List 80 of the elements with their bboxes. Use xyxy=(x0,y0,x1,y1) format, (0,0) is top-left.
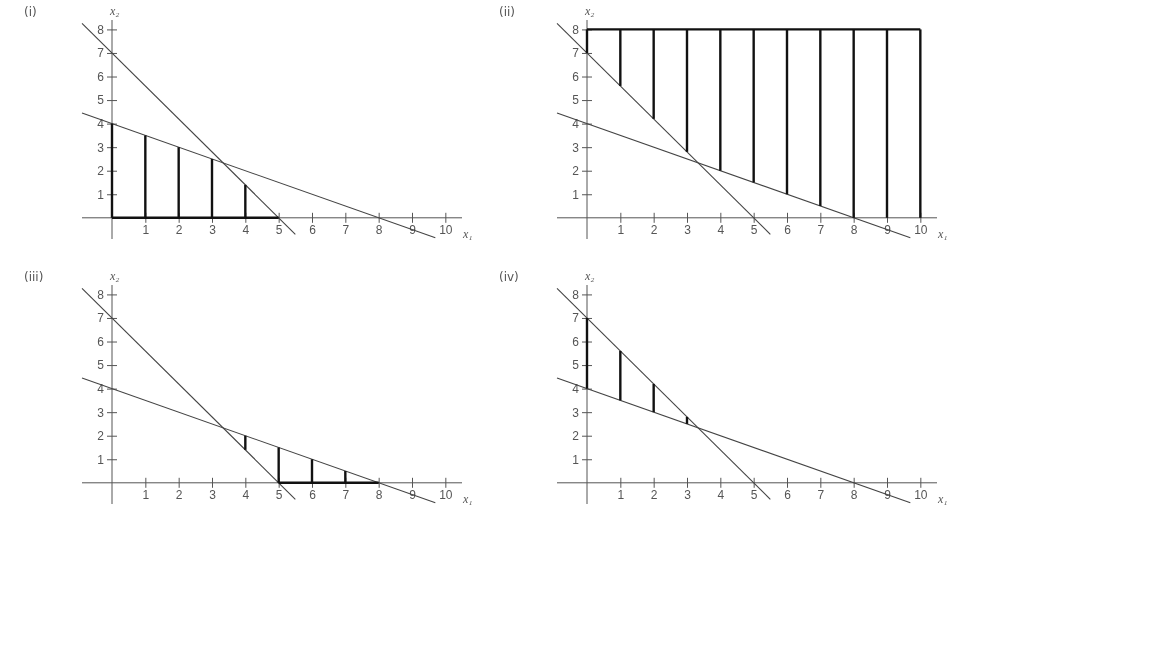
x-tick-label: 7 xyxy=(342,488,350,503)
y-tick-label: 5 xyxy=(97,93,105,108)
x-tick-label: 5 xyxy=(275,223,283,238)
x-tick-label: 4 xyxy=(717,488,725,503)
x-tick-label: 10 xyxy=(439,488,453,503)
y-tick-label: 8 xyxy=(572,22,580,37)
y-tick-label: 8 xyxy=(97,22,105,37)
y-tick-label: 5 xyxy=(97,358,105,373)
x-axis-title: x₁ xyxy=(462,226,473,241)
x-tick-label: 2 xyxy=(175,223,183,238)
x-tick-label: 7 xyxy=(817,223,825,238)
x-tick-label: 2 xyxy=(650,223,658,238)
y-tick-label: 2 xyxy=(97,429,105,444)
x-tick-label: 6 xyxy=(784,488,792,503)
chart-title: (iv) xyxy=(499,270,519,284)
y-axis-title: x₂ xyxy=(109,269,120,283)
x-tick-label: 4 xyxy=(242,223,250,238)
x-tick-label: 1 xyxy=(617,223,625,238)
x-tick-label: 5 xyxy=(275,488,283,503)
x-tick-label: 10 xyxy=(439,223,453,238)
y-tick-label: 4 xyxy=(97,116,105,131)
x-tick-label: 3 xyxy=(209,223,217,238)
x-tick-label: 4 xyxy=(242,488,250,503)
y-tick-label: 6 xyxy=(572,334,580,349)
y-axis-title: x₂ xyxy=(109,4,120,18)
y-tick-label: 7 xyxy=(572,311,580,326)
x-tick-label: 10 xyxy=(914,488,928,503)
x-tick-label: 8 xyxy=(850,223,858,238)
x-axis-title: x₁ xyxy=(462,491,473,506)
y-tick-label: 3 xyxy=(97,140,105,155)
y-tick-label: 3 xyxy=(572,405,580,420)
x-tick-label: 1 xyxy=(617,488,625,503)
y-tick-label: 1 xyxy=(572,452,580,467)
y-tick-label: 2 xyxy=(572,164,580,179)
y-tick-label: 5 xyxy=(572,93,580,108)
x-tick-label: 2 xyxy=(175,488,183,503)
y-tick-label: 4 xyxy=(572,116,580,131)
x-tick-label: 8 xyxy=(375,223,383,238)
x-tick-label: 5 xyxy=(750,223,758,238)
y-tick-label: 6 xyxy=(572,69,580,84)
y-axis-title: x₂ xyxy=(584,269,595,283)
y-tick-label: 5 xyxy=(572,358,580,373)
y-tick-label: 8 xyxy=(97,287,105,302)
y-tick-label: 4 xyxy=(97,381,105,396)
x-tick-label: 5 xyxy=(750,488,758,503)
x-tick-label: 3 xyxy=(209,488,217,503)
x-tick-label: 8 xyxy=(375,488,383,503)
x-tick-label: 4 xyxy=(717,223,725,238)
x-tick-label: 8 xyxy=(850,488,858,503)
y-tick-label: 1 xyxy=(97,452,105,467)
x-tick-label: 1 xyxy=(142,223,150,238)
y-tick-label: 3 xyxy=(97,405,105,420)
y-tick-label: 2 xyxy=(97,164,105,179)
x-axis-title: x₁ xyxy=(937,226,948,241)
y-tick-label: 1 xyxy=(572,187,580,202)
y-tick-label: 4 xyxy=(572,381,580,396)
x-tick-label: 2 xyxy=(650,488,658,503)
y-tick-label: 7 xyxy=(97,311,105,326)
x-tick-label: 7 xyxy=(342,223,350,238)
x-axis-title: x₁ xyxy=(937,491,948,506)
y-tick-label: 1 xyxy=(97,187,105,202)
x-tick-label: 6 xyxy=(309,488,317,503)
x-tick-label: 6 xyxy=(784,223,792,238)
x-tick-label: 1 xyxy=(142,488,150,503)
x-tick-label: 3 xyxy=(684,223,692,238)
y-tick-label: 2 xyxy=(572,429,580,444)
y-tick-label: 8 xyxy=(572,287,580,302)
y-tick-label: 7 xyxy=(97,46,105,61)
chart-title: (iii) xyxy=(24,270,44,284)
y-tick-label: 3 xyxy=(572,140,580,155)
y-tick-label: 6 xyxy=(97,334,105,349)
chart-title: (i) xyxy=(24,5,37,19)
x-tick-label: 10 xyxy=(914,223,928,238)
x-tick-label: 7 xyxy=(817,488,825,503)
y-axis-title: x₂ xyxy=(584,4,595,18)
y-tick-label: 7 xyxy=(572,46,580,61)
y-tick-label: 6 xyxy=(97,69,105,84)
x-tick-label: 3 xyxy=(684,488,692,503)
chart-title: (ii) xyxy=(499,5,516,19)
x-tick-label: 6 xyxy=(309,223,317,238)
